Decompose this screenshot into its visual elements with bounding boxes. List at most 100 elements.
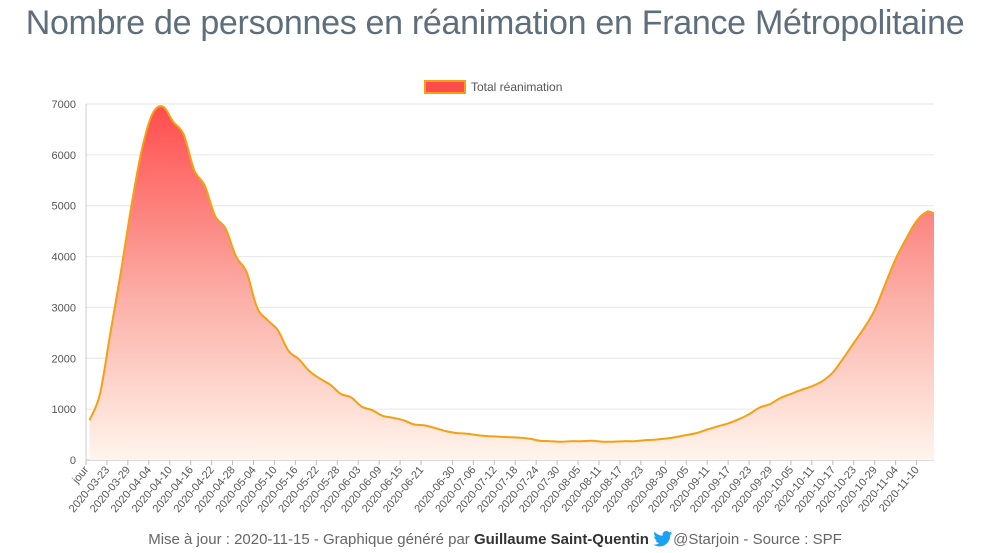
- data-point[interactable]: [767, 402, 772, 407]
- data-point[interactable]: [129, 203, 134, 208]
- y-tick-label: 4000: [52, 252, 76, 264]
- data-point[interactable]: [548, 439, 553, 444]
- data-point[interactable]: [265, 318, 270, 323]
- data-point[interactable]: [872, 307, 877, 312]
- data-point[interactable]: [820, 379, 825, 384]
- data-point[interactable]: [328, 382, 333, 387]
- data-point[interactable]: [621, 439, 626, 444]
- data-point[interactable]: [495, 434, 500, 439]
- data-point[interactable]: [202, 183, 207, 188]
- data-point[interactable]: [558, 439, 563, 444]
- y-tick-label: 7000: [52, 99, 76, 111]
- data-point[interactable]: [663, 436, 668, 441]
- data-point[interactable]: [600, 439, 605, 444]
- series-total-reanimation: [87, 104, 937, 461]
- data-point[interactable]: [317, 376, 322, 381]
- data-point[interactable]: [254, 305, 259, 310]
- data-point[interactable]: [799, 387, 804, 392]
- data-point[interactable]: [97, 391, 102, 396]
- data-point[interactable]: [87, 418, 92, 423]
- data-point[interactable]: [736, 417, 741, 422]
- data-point[interactable]: [652, 437, 657, 442]
- data-point[interactable]: [349, 395, 354, 400]
- data-point[interactable]: [527, 436, 532, 441]
- data-point[interactable]: [244, 269, 249, 274]
- data-point[interactable]: [631, 439, 636, 444]
- data-point[interactable]: [223, 226, 228, 231]
- data-point[interactable]: [788, 391, 793, 396]
- data-point[interactable]: [422, 423, 427, 428]
- data-point[interactable]: [192, 168, 197, 173]
- data-point[interactable]: [862, 325, 867, 330]
- data-point[interactable]: [830, 370, 835, 375]
- data-point[interactable]: [925, 209, 930, 214]
- data-point[interactable]: [569, 439, 574, 444]
- data-point[interactable]: [516, 435, 521, 440]
- data-point[interactable]: [443, 429, 448, 434]
- footer-handle[interactable]: @Starjoin: [673, 531, 740, 548]
- data-point[interactable]: [108, 330, 113, 335]
- data-point[interactable]: [673, 435, 678, 440]
- data-point[interactable]: [485, 434, 490, 439]
- legend-swatch[interactable]: [424, 80, 466, 94]
- legend-label[interactable]: Total réanimation: [471, 80, 562, 94]
- data-point[interactable]: [684, 433, 689, 438]
- data-point[interactable]: [715, 424, 720, 429]
- data-point[interactable]: [726, 421, 731, 426]
- data-point[interactable]: [401, 418, 406, 423]
- data-point[interactable]: [160, 104, 165, 109]
- data-point[interactable]: [432, 425, 437, 430]
- data-point[interactable]: [851, 341, 856, 346]
- data-point[interactable]: [464, 431, 469, 436]
- data-point[interactable]: [338, 391, 343, 396]
- data-point[interactable]: [412, 422, 417, 427]
- footer-prefix: Mise à jour : 2020-11-15 - Graphique gén…: [148, 531, 474, 548]
- data-point[interactable]: [914, 218, 919, 223]
- data-point[interactable]: [506, 435, 511, 440]
- data-point[interactable]: [380, 413, 385, 418]
- data-point[interactable]: [610, 439, 615, 444]
- y-axis: 0 1000 2000 3000 4000 5000 6000 7000: [52, 99, 76, 467]
- data-point[interactable]: [370, 408, 375, 413]
- data-point[interactable]: [139, 147, 144, 152]
- data-point[interactable]: [286, 348, 291, 353]
- footer-suffix: - Source : SPF: [739, 531, 842, 548]
- data-point[interactable]: [642, 438, 647, 443]
- data-point[interactable]: [307, 369, 312, 374]
- data-point[interactable]: [181, 132, 186, 137]
- data-point[interactable]: [932, 211, 937, 216]
- y-tick-label: 5000: [52, 201, 76, 213]
- data-point[interactable]: [275, 328, 280, 333]
- data-point[interactable]: [694, 431, 699, 436]
- data-point[interactable]: [537, 438, 542, 443]
- data-point[interactable]: [904, 236, 909, 241]
- data-point[interactable]: [171, 119, 176, 124]
- data-point[interactable]: [809, 384, 814, 389]
- data-point[interactable]: [234, 254, 239, 259]
- data-point[interactable]: [841, 356, 846, 361]
- data-point[interactable]: [590, 438, 595, 443]
- data-point[interactable]: [213, 213, 218, 218]
- y-tick-label: 1000: [52, 404, 76, 416]
- data-point[interactable]: [474, 433, 479, 438]
- chart-legend[interactable]: Total réanimation: [424, 80, 562, 94]
- data-point[interactable]: [747, 412, 752, 417]
- data-point[interactable]: [883, 282, 888, 287]
- data-point[interactable]: [705, 427, 710, 432]
- data-point[interactable]: [391, 415, 396, 420]
- data-point[interactable]: [296, 357, 301, 362]
- chart-title: Nombre de personnes en réanimation en Fr…: [25, 4, 965, 42]
- data-point[interactable]: [359, 404, 364, 409]
- data-point[interactable]: [150, 112, 155, 117]
- data-point[interactable]: [893, 257, 898, 262]
- twitter-icon: [653, 531, 673, 547]
- data-point[interactable]: [579, 439, 584, 444]
- footer-author: Guillaume Saint-Quentin: [473, 531, 649, 548]
- y-tick-label: 6000: [52, 150, 76, 162]
- data-point[interactable]: [118, 269, 123, 274]
- data-point[interactable]: [453, 431, 458, 436]
- data-point[interactable]: [778, 395, 783, 400]
- data-point[interactable]: [757, 405, 762, 410]
- series-line: [88, 105, 935, 443]
